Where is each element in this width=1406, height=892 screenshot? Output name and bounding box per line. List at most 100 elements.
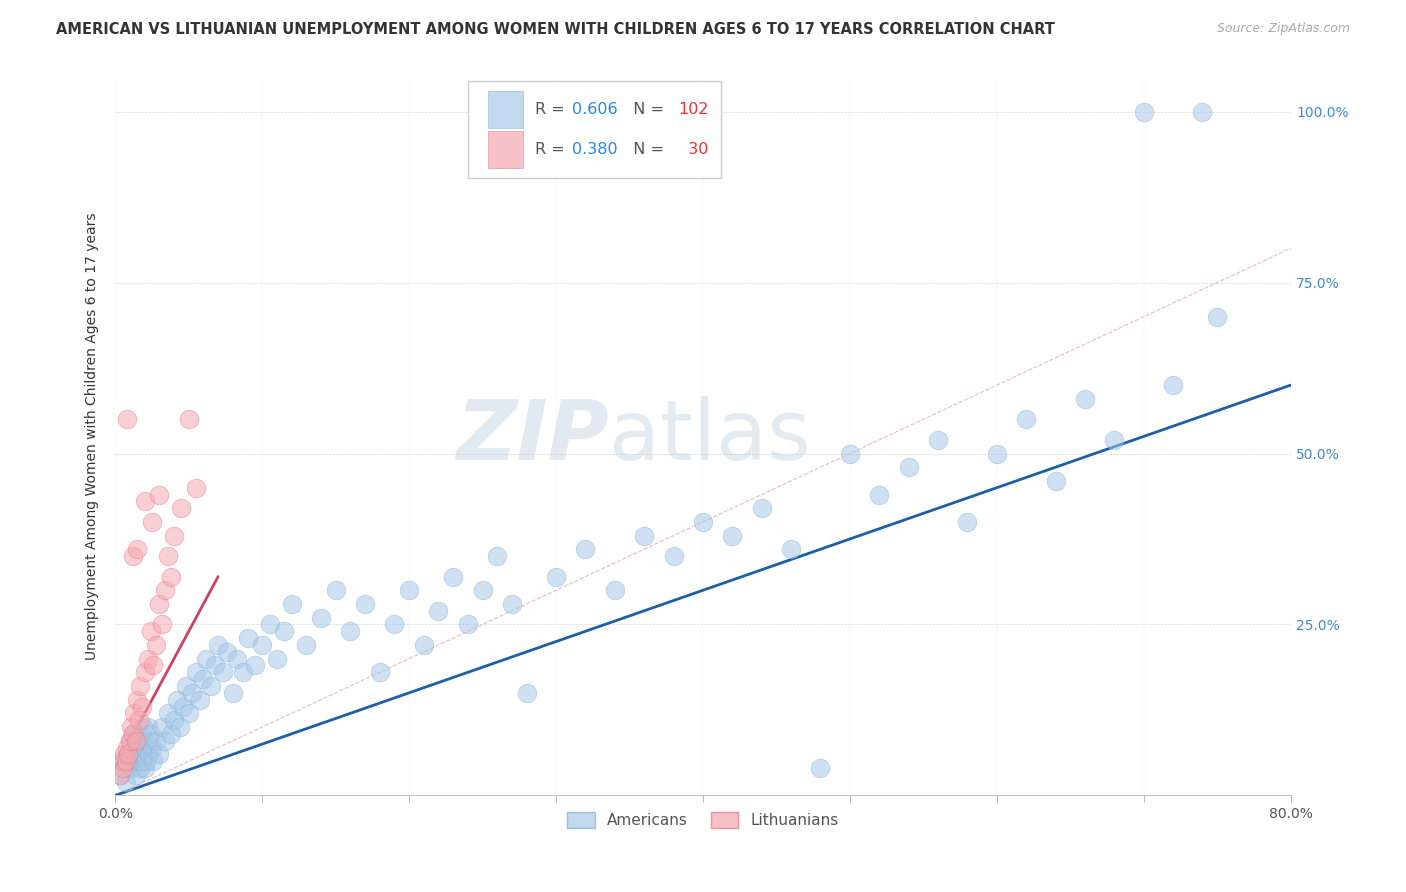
Point — [129, 761, 152, 775]
Point — [118, 733, 141, 747]
Point — [180, 686, 202, 700]
Point — [603, 583, 626, 598]
Point — [115, 740, 138, 755]
Point — [751, 501, 773, 516]
Point — [108, 768, 131, 782]
Point — [309, 610, 332, 624]
Point — [986, 446, 1008, 460]
Point — [131, 699, 153, 714]
Point — [222, 686, 245, 700]
Point — [427, 604, 450, 618]
Point — [117, 747, 139, 762]
Point — [190, 692, 212, 706]
Point — [692, 515, 714, 529]
Point — [124, 740, 146, 755]
Point — [136, 733, 159, 747]
Point — [134, 761, 156, 775]
Point — [129, 740, 152, 755]
Point — [114, 754, 136, 768]
Point — [384, 617, 406, 632]
Point — [118, 754, 141, 768]
Point — [956, 515, 979, 529]
Point — [544, 569, 567, 583]
Legend: Americans, Lithuanians: Americans, Lithuanians — [561, 806, 845, 834]
Point — [129, 679, 152, 693]
Point — [120, 761, 142, 775]
Point — [155, 733, 177, 747]
Point — [259, 617, 281, 632]
Point — [115, 761, 138, 775]
Point — [120, 720, 142, 734]
Point — [398, 583, 420, 598]
Point — [134, 665, 156, 680]
Point — [339, 624, 361, 639]
Point — [250, 638, 273, 652]
Point — [486, 549, 509, 563]
Point — [134, 740, 156, 755]
Point — [115, 412, 138, 426]
Point — [122, 549, 145, 563]
Point — [125, 768, 148, 782]
Point — [157, 706, 180, 721]
Point — [131, 754, 153, 768]
Point — [441, 569, 464, 583]
Point — [662, 549, 685, 563]
Point — [148, 747, 170, 762]
Point — [226, 651, 249, 665]
Point — [124, 754, 146, 768]
Point — [111, 761, 134, 775]
Text: atlas: atlas — [609, 396, 811, 477]
Point — [139, 727, 162, 741]
Point — [354, 597, 377, 611]
Point — [184, 481, 207, 495]
Point — [114, 774, 136, 789]
Point — [166, 692, 188, 706]
Point — [141, 740, 163, 755]
Point — [155, 583, 177, 598]
Point — [138, 747, 160, 762]
Point — [232, 665, 254, 680]
Text: ZIP: ZIP — [457, 396, 609, 477]
Point — [177, 412, 200, 426]
Text: R =: R = — [534, 142, 569, 157]
Point — [1015, 412, 1038, 426]
Text: N =: N = — [623, 142, 669, 157]
Point — [145, 638, 167, 652]
Point — [211, 665, 233, 680]
Point — [127, 692, 149, 706]
Point — [177, 706, 200, 721]
Point — [1161, 378, 1184, 392]
Point — [780, 542, 803, 557]
Point — [516, 686, 538, 700]
Point — [136, 651, 159, 665]
Point — [838, 446, 860, 460]
Point — [273, 624, 295, 639]
Point — [368, 665, 391, 680]
Point — [195, 651, 218, 665]
Y-axis label: Unemployment Among Women with Children Ages 6 to 17 years: Unemployment Among Women with Children A… — [86, 212, 100, 660]
Point — [927, 433, 949, 447]
Point — [132, 720, 155, 734]
Point — [112, 747, 135, 762]
Point — [127, 733, 149, 747]
Point — [127, 542, 149, 557]
Point — [148, 487, 170, 501]
Text: Source: ZipAtlas.com: Source: ZipAtlas.com — [1216, 22, 1350, 36]
Point — [204, 658, 226, 673]
Point — [136, 720, 159, 734]
Point — [117, 747, 139, 762]
Text: 30: 30 — [678, 142, 709, 157]
Point — [110, 754, 132, 768]
Point — [122, 727, 145, 741]
Point — [135, 754, 157, 768]
Text: 0.606: 0.606 — [572, 103, 619, 117]
Point — [174, 679, 197, 693]
Point — [295, 638, 318, 652]
Point — [325, 583, 347, 598]
Point — [633, 528, 655, 542]
Point — [148, 597, 170, 611]
FancyBboxPatch shape — [468, 81, 721, 178]
Text: N =: N = — [623, 103, 669, 117]
Point — [172, 699, 194, 714]
Point — [280, 597, 302, 611]
